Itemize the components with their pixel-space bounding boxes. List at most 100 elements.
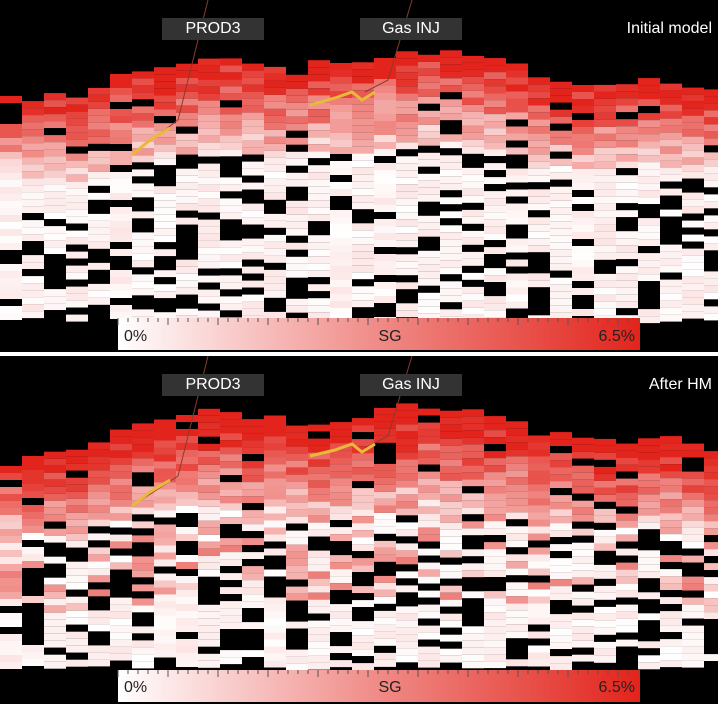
grid-cell (572, 640, 594, 648)
grid-cell (22, 491, 44, 498)
grid-cell (220, 128, 242, 136)
grid-cell (528, 540, 550, 548)
grid-cell (484, 528, 506, 536)
grid-cell (396, 641, 418, 649)
grid-cell (286, 523, 308, 531)
grid-cell (132, 647, 154, 655)
grid-cell (330, 231, 352, 238)
grid-cell (528, 470, 550, 478)
grid-cell (484, 479, 506, 487)
grid-cell (286, 193, 308, 201)
grid-cell (462, 528, 484, 536)
grid-cell (88, 624, 110, 632)
colorbar (118, 670, 640, 702)
grid-cell (44, 100, 66, 108)
grid-cell (220, 419, 242, 427)
grid-cell (132, 155, 154, 163)
grid-cell (22, 115, 44, 123)
grid-cell (506, 119, 528, 127)
grid-cell (176, 541, 198, 548)
grid-cell (528, 84, 550, 92)
colorbar-max: 6.5% (599, 328, 635, 345)
grid-cell (88, 150, 110, 158)
grid-cell (66, 505, 88, 513)
grid-cell (506, 210, 528, 218)
grid-cell (0, 180, 22, 187)
grid-cell (330, 485, 352, 493)
grid-cell (616, 534, 638, 542)
grid-cell (704, 458, 718, 466)
grid-cell (220, 587, 242, 595)
grid-cell (132, 197, 154, 205)
grid-cell (462, 633, 484, 641)
grid-cell (418, 68, 440, 76)
grid-cell (550, 565, 572, 573)
grid-cell (660, 583, 682, 591)
grid-cell (220, 79, 242, 87)
grid-cell (330, 168, 352, 175)
grid-cell (374, 449, 396, 457)
grid-cell (440, 480, 462, 488)
grid-cell (308, 144, 330, 152)
grid-cell (440, 141, 462, 149)
grid-cell (0, 264, 22, 271)
grid-cell (440, 302, 462, 310)
grid-cell (572, 260, 594, 267)
well-label: Gas INJ (382, 20, 440, 37)
grid-cell (176, 245, 198, 253)
grid-cell (704, 145, 718, 153)
grid-cell (484, 472, 506, 480)
grid-cell (242, 524, 264, 532)
colorbar-ticks (117, 318, 639, 325)
grid-cell (242, 594, 264, 602)
grid-cell (308, 207, 330, 215)
grid-cell (154, 95, 176, 103)
grid-cell (418, 436, 440, 444)
grid-cell (352, 251, 374, 259)
grid-cell (572, 556, 594, 564)
grid-cell (616, 119, 638, 127)
grid-cell (594, 126, 616, 134)
grid-cell (154, 130, 176, 138)
grid-cell (462, 500, 484, 508)
grid-cell (440, 218, 462, 226)
grid-cell (286, 67, 308, 75)
grid-cell (220, 447, 242, 455)
grid-cell (704, 507, 718, 515)
grid-cell (0, 648, 22, 655)
grid-cell (330, 464, 352, 472)
grid-cell (264, 73, 286, 81)
grid-cell (528, 498, 550, 506)
grid-cell (682, 150, 704, 158)
grid-cell (374, 617, 396, 625)
grid-cell (330, 280, 352, 287)
grid-cell (440, 99, 462, 107)
grid-cell (550, 460, 572, 468)
grid-cell (352, 314, 374, 322)
grid-cell (154, 67, 176, 75)
grid-cell (110, 81, 132, 88)
grid-cell (396, 550, 418, 558)
grid-cell (220, 412, 242, 420)
grid-cell (198, 268, 220, 276)
grid-cell (594, 550, 616, 558)
grid-cell (330, 196, 352, 203)
grid-cell (462, 416, 484, 424)
grid-cell (308, 662, 330, 670)
grid-cell (154, 179, 176, 187)
grid-cell (66, 526, 88, 534)
grid-cell (704, 570, 718, 578)
grid-cell (154, 305, 176, 313)
grid-cell (286, 460, 308, 468)
grid-cell (462, 647, 484, 655)
grid-cell (330, 147, 352, 154)
grid-cell (88, 631, 110, 639)
grid-cell (220, 289, 242, 297)
grid-cell (132, 267, 154, 275)
grid-cell (594, 620, 616, 628)
grid-cell (572, 479, 594, 487)
grid-cell (638, 585, 660, 593)
grid-cell (0, 529, 22, 536)
grid-cell (506, 582, 528, 590)
